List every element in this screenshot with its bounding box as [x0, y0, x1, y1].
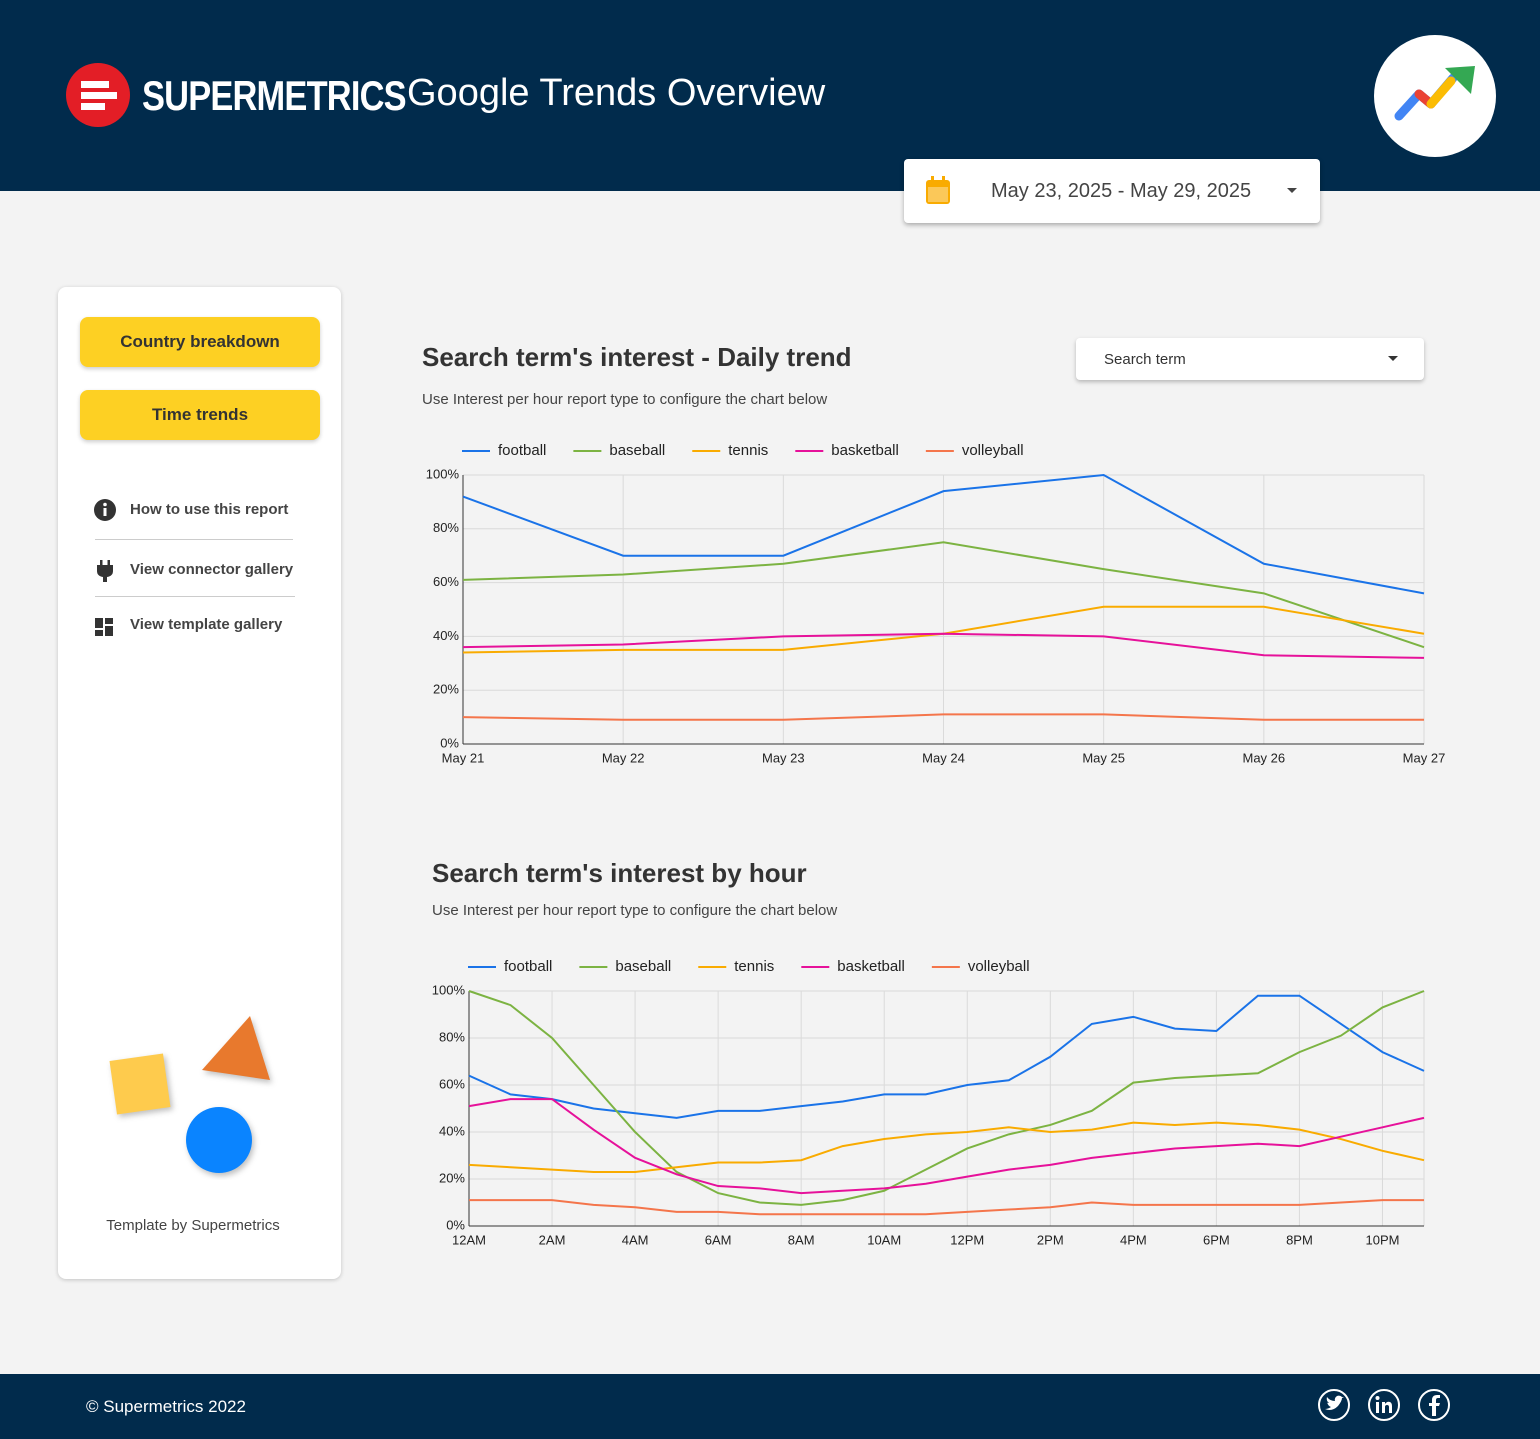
- calendar-icon: [926, 176, 950, 204]
- filter-label: Search term: [1104, 351, 1186, 368]
- legend-label: football: [498, 442, 546, 459]
- x-tick-label: 12PM: [950, 1232, 984, 1247]
- y-tick-label: 60%: [433, 574, 459, 589]
- sidebar-link[interactable]: View connector gallery: [130, 561, 294, 578]
- date-picker[interactable]: May 23, 2025 - May 29, 2025: [904, 159, 1320, 223]
- trends-logo: [1374, 35, 1496, 157]
- logo-text: SUPERMETRICS: [142, 72, 407, 119]
- chart-subtitle: Use Interest per hour report type to con…: [432, 902, 838, 919]
- copyright: © Supermetrics 2022: [86, 1397, 246, 1416]
- dropdown-arrow: [1388, 356, 1398, 361]
- x-tick-label: 2AM: [539, 1232, 566, 1247]
- x-tick-label: May 24: [922, 750, 965, 765]
- chart-title: Search term's interest - Daily trend: [422, 342, 852, 372]
- divider: [95, 539, 293, 540]
- x-tick-label: May 21: [442, 750, 485, 765]
- sidebar-link[interactable]: How to use this report: [130, 501, 289, 518]
- series-line: [469, 1199, 1424, 1216]
- divider: [95, 596, 295, 597]
- y-tick-label: 80%: [439, 1029, 465, 1044]
- y-tick-label: 40%: [433, 628, 459, 643]
- legend-label: baseball: [615, 958, 671, 975]
- credit: Template by Supermetrics: [106, 1217, 280, 1234]
- x-tick-label: 2PM: [1037, 1232, 1064, 1247]
- x-tick-label: May 23: [762, 750, 805, 765]
- y-tick-label: 20%: [439, 1170, 465, 1185]
- x-tick-label: 4AM: [622, 1232, 649, 1247]
- nav-button[interactable]: Time trends: [80, 390, 320, 440]
- series-line: [462, 632, 1425, 659]
- page-title: Google Trends Overview: [407, 72, 826, 114]
- sidebar-link[interactable]: View template gallery: [130, 616, 283, 633]
- series-line: [462, 713, 1424, 721]
- y-tick-label: 40%: [439, 1123, 465, 1138]
- date-range: May 23, 2025 - May 29, 2025: [991, 180, 1252, 202]
- y-tick-label: 60%: [439, 1076, 465, 1091]
- series-line: [468, 1121, 1425, 1173]
- y-tick-label: 80%: [433, 520, 459, 535]
- y-tick-label: 20%: [433, 682, 459, 697]
- x-tick-label: 8AM: [788, 1232, 815, 1247]
- nav-button[interactable]: Country breakdown: [80, 317, 320, 367]
- decorative-shapes: [109, 1016, 270, 1173]
- plot-area: [469, 991, 1424, 1226]
- y-tick-label: 0%: [440, 735, 459, 750]
- legend-label: volleyball: [962, 442, 1024, 459]
- dropdown-arrow: [1287, 188, 1297, 193]
- link-icons: [94, 499, 116, 636]
- series-line: [468, 1098, 1425, 1195]
- x-tick-label: 10AM: [867, 1232, 901, 1247]
- x-tick-label: 12AM: [452, 1232, 486, 1247]
- logo-icon: [66, 63, 130, 127]
- legend-label: tennis: [728, 442, 768, 459]
- footer: [0, 1374, 1540, 1439]
- legend-label: basketball: [831, 442, 899, 459]
- chart-subtitle: Use Interest per hour report type to con…: [422, 391, 828, 408]
- y-tick-label: 100%: [432, 982, 466, 997]
- legend-label: volleyball: [968, 958, 1030, 975]
- x-tick-label: May 25: [1082, 750, 1125, 765]
- x-tick-label: May 26: [1243, 750, 1286, 765]
- x-tick-label: 8PM: [1286, 1232, 1313, 1247]
- y-tick-label: 0%: [446, 1217, 465, 1232]
- y-tick-label: 100%: [426, 466, 460, 481]
- social-icons[interactable]: [1316, 1387, 1456, 1423]
- x-tick-label: 6PM: [1203, 1232, 1230, 1247]
- x-tick-label: May 22: [602, 750, 645, 765]
- legend-label: basketball: [837, 958, 905, 975]
- charts: 0% 20% 40% 60% 80% 100% May 21 May 22 May 23 May …: [426, 442, 1446, 1247]
- search-term-filter[interactable]: Search term: [1076, 338, 1424, 380]
- series-line: [468, 990, 1425, 1206]
- x-tick-label: 6AM: [705, 1232, 732, 1247]
- legend-label: baseball: [609, 442, 665, 459]
- x-tick-label: May 27: [1403, 750, 1446, 765]
- x-tick-label: 10PM: [1365, 1232, 1399, 1247]
- x-tick-label: 4PM: [1120, 1232, 1147, 1247]
- series-line: [462, 541, 1425, 649]
- legend-label: football: [504, 958, 552, 975]
- chart-title: Search term's interest by hour: [432, 858, 807, 888]
- series-line: [468, 994, 1425, 1119]
- series-line: [462, 473, 1425, 595]
- legend-label: tennis: [734, 958, 774, 975]
